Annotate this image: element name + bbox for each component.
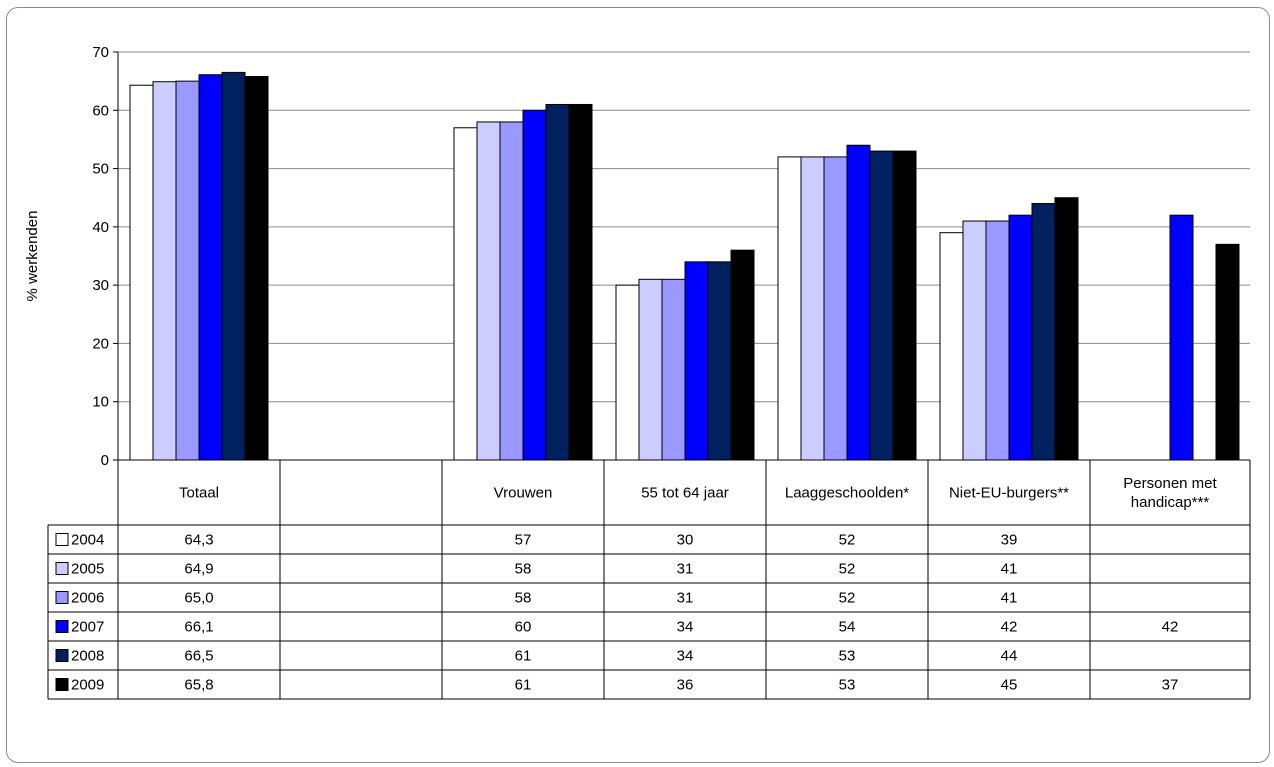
- bar-totaal-2008: [221, 71, 246, 461]
- data-table: Totaal Vrouwen 55 tot 64 jaar Laaggeschoold…: [47, 460, 1251, 700]
- data-label-personen-met-handicap-2009: 37: [1162, 677, 1179, 694]
- category-label-vrouwen: Vrouwen: [494, 485, 553, 502]
- bar-totaal-2009: [244, 75, 269, 461]
- legend-key-2009: [55, 678, 69, 691]
- data-label-niet-eu-burgers-2006: 41: [1001, 590, 1018, 607]
- data-label-vrouwen-2004: 57: [515, 532, 532, 549]
- bar-laaggeschoolden-2008: [869, 150, 894, 461]
- bar-personen-met-handicap-2009: [1215, 243, 1240, 461]
- legend-label-2007: 2007: [71, 619, 104, 636]
- data-label-niet-eu-burgers-2007: 42: [1001, 619, 1018, 636]
- bar-vrouwen-2006: [499, 121, 524, 461]
- legend-key-2007: [55, 620, 69, 633]
- data-label-vrouwen-2006: 58: [515, 590, 532, 607]
- bar-vrouwen-2004: [453, 127, 478, 461]
- bar-niet-eu-burgers-2004: [939, 232, 964, 461]
- category-label-55-tot-64-jaar: 55 tot 64 jaar: [641, 485, 729, 502]
- data-label-laaggeschoolden-2006: 52: [839, 590, 856, 607]
- data-label-niet-eu-burgers-2008: 44: [1001, 648, 1018, 665]
- bar-laaggeschoolden-2009: [892, 150, 917, 461]
- data-label-vrouwen-2005: 58: [515, 561, 532, 578]
- bar-niet-eu-burgers-2005: [962, 220, 987, 461]
- y-tick-label-10: 10: [92, 394, 109, 411]
- category-label-niet-eu-burgers: Niet-EU-burgers**: [949, 485, 1069, 502]
- data-label-55-tot-64-jaar-2006: 31: [677, 590, 694, 607]
- data-label-totaal-2008: 66,5: [184, 648, 213, 665]
- legend-label-2009: 2009: [71, 677, 104, 694]
- bar-55-tot-64-jaar-2006: [661, 278, 686, 461]
- y-axis-label: % werkenden: [24, 211, 41, 302]
- bar-niet-eu-burgers-2006: [985, 220, 1010, 461]
- y-tick-label-50: 50: [92, 161, 109, 178]
- data-label-personen-met-handicap-2007: 42: [1162, 619, 1179, 636]
- bar-55-tot-64-jaar-2005: [638, 278, 663, 461]
- bar-55-tot-64-jaar-2009: [730, 249, 755, 461]
- data-label-55-tot-64-jaar-2005: 31: [677, 561, 694, 578]
- bar-55-tot-64-jaar-2004: [615, 284, 640, 461]
- data-label-totaal-2004: 64,3: [184, 532, 213, 549]
- legend-key-2006: [55, 591, 69, 604]
- y-tick-label-70: 70: [92, 44, 109, 61]
- bar-vrouwen-2008: [545, 103, 570, 461]
- data-label-niet-eu-burgers-2009: 45: [1001, 677, 1018, 694]
- bar-55-tot-64-jaar-2007: [684, 261, 709, 461]
- bar-laaggeschoolden-2006: [823, 156, 848, 461]
- data-label-laaggeschoolden-2009: 53: [839, 677, 856, 694]
- y-tick-label-30: 30: [92, 277, 109, 294]
- data-label-totaal-2007: 66,1: [184, 619, 213, 636]
- bar-totaal-2005: [152, 81, 177, 461]
- legend-label-2008: 2008: [71, 648, 104, 665]
- data-label-55-tot-64-jaar-2008: 34: [677, 648, 694, 665]
- data-label-55-tot-64-jaar-2007: 34: [677, 619, 694, 636]
- bar-vrouwen-2009: [568, 103, 593, 461]
- legend-key-2004: [55, 533, 69, 546]
- data-label-55-tot-64-jaar-2004: 30: [677, 532, 694, 549]
- bar-laaggeschoolden-2005: [800, 156, 825, 461]
- bar-niet-eu-burgers-2008: [1031, 203, 1056, 461]
- bar-niet-eu-burgers-2007: [1008, 214, 1033, 461]
- bars: [129, 71, 1240, 461]
- data-label-laaggeschoolden-2008: 53: [839, 648, 856, 665]
- data-label-totaal-2005: 64,9: [184, 561, 213, 578]
- data-label-niet-eu-burgers-2004: 39: [1001, 532, 1018, 549]
- y-tick-label-0: 0: [101, 452, 109, 469]
- data-label-laaggeschoolden-2007: 54: [839, 619, 856, 636]
- y-tick-label-20: 20: [92, 335, 109, 352]
- bar-personen-met-handicap-2007: [1169, 214, 1194, 461]
- category-label-totaal: Totaal: [179, 485, 219, 502]
- data-label-laaggeschoolden-2005: 52: [839, 561, 856, 578]
- data-label-vrouwen-2009: 61: [515, 677, 532, 694]
- data-label-55-tot-64-jaar-2009: 36: [677, 677, 694, 694]
- bar-laaggeschoolden-2004: [777, 156, 802, 461]
- data-label-vrouwen-2007: 60: [515, 619, 532, 636]
- y-tick-label-40: 40: [92, 219, 109, 236]
- bar-totaal-2007: [198, 74, 223, 461]
- legend-key-2008: [55, 649, 69, 662]
- legend-label-2006: 2006: [71, 590, 104, 607]
- legend-label-2004: 2004: [71, 532, 104, 549]
- bar-vrouwen-2005: [476, 121, 501, 461]
- category-label-personen-met-handicap: Personen met handicap***: [1123, 475, 1217, 511]
- bar-55-tot-64-jaar-2008: [707, 261, 732, 461]
- legend-key-2005: [55, 562, 69, 575]
- bar-vrouwen-2007: [522, 109, 547, 461]
- bar-laaggeschoolden-2007: [846, 144, 871, 461]
- y-tick-label-60: 60: [92, 102, 109, 119]
- legend-label-2005: 2005: [71, 561, 104, 578]
- axes: 0 10 20 30 40 50 60 70: [92, 44, 1250, 469]
- data-label-totaal-2006: 65,0: [184, 590, 213, 607]
- bar-niet-eu-burgers-2009: [1054, 197, 1079, 461]
- category-label-laaggeschoolden: Laaggeschoolden*: [785, 485, 909, 502]
- data-label-laaggeschoolden-2004: 52: [839, 532, 856, 549]
- data-label-totaal-2009: 65,8: [184, 677, 213, 694]
- data-label-vrouwen-2008: 61: [515, 648, 532, 665]
- bar-totaal-2006: [175, 80, 200, 461]
- bar-totaal-2004: [129, 84, 154, 461]
- data-label-niet-eu-burgers-2005: 41: [1001, 561, 1018, 578]
